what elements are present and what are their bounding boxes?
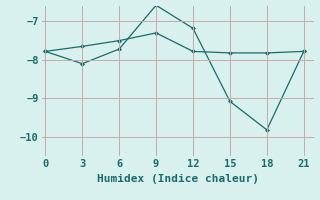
X-axis label: Humidex (Indice chaleur): Humidex (Indice chaleur) [97,174,259,184]
